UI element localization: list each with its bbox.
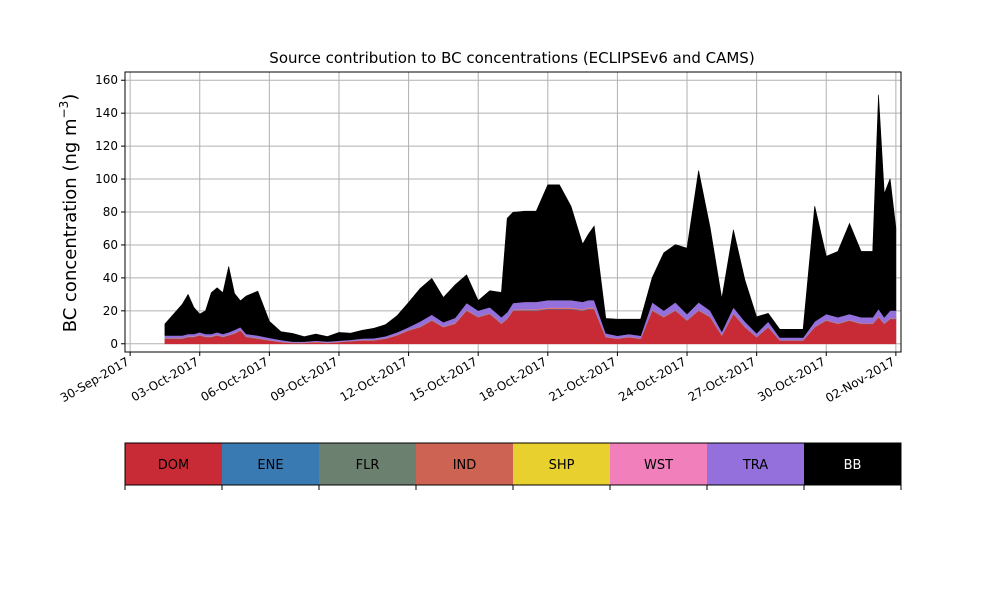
x-axis: 30-Sep-201703-Oct-201706-Oct-201709-Oct-… <box>58 352 897 405</box>
legend-label-ene: ENE <box>257 458 283 473</box>
y-tick-label: 120 <box>95 139 118 153</box>
y-axis-label-exponent: −3 <box>57 101 71 119</box>
x-tick-label: 18-Oct-2017 <box>477 354 549 404</box>
x-tick-label: 15-Oct-2017 <box>407 354 479 404</box>
y-tick-label: 20 <box>103 304 118 318</box>
legend-label-tra: TRA <box>742 458 768 473</box>
x-tick-label: 12-Oct-2017 <box>338 354 410 404</box>
legend-label-dom: DOM <box>158 458 189 473</box>
legend-swatch-wst <box>610 443 707 485</box>
legend-swatch-flr <box>319 443 416 485</box>
legend-swatch-ind <box>416 443 513 485</box>
chart-title: Source contribution to BC concentrations… <box>269 49 754 67</box>
y-axis-label: BC concentration (ng m−3) <box>57 94 81 333</box>
legend-swatch-bb <box>804 443 901 485</box>
y-axis-label-suffix: ) <box>60 94 81 101</box>
y-tick-label: 100 <box>95 172 118 186</box>
x-tick-label: 30-Oct-2017 <box>755 354 827 404</box>
x-tick-label: 27-Oct-2017 <box>686 354 758 404</box>
legend-label-shp: SHP <box>549 458 575 473</box>
x-tick-label: 24-Oct-2017 <box>616 354 688 404</box>
y-axis-label-main: BC concentration (ng m <box>60 118 81 332</box>
x-tick-label: 03-Oct-2017 <box>129 354 201 404</box>
y-axis: 0 20 40 60 80 100 120 140 160 <box>95 73 125 351</box>
y-tick-label: 140 <box>95 106 118 120</box>
legend-label-ind: IND <box>453 458 477 473</box>
legend-label-wst: WST <box>644 458 673 473</box>
y-tick-label: 80 <box>103 205 118 219</box>
x-tick-label: 02-Nov-2017 <box>823 354 897 405</box>
x-tick-label: 09-Oct-2017 <box>268 354 340 404</box>
legend-swatch-ene <box>222 443 319 485</box>
legend-swatch-shp <box>513 443 610 485</box>
area-bb <box>164 94 897 342</box>
legend-label-bb: BB <box>844 458 862 473</box>
legend-colorbar: DOM ENE FLR IND SHP WST TRA BB <box>124 442 902 490</box>
x-tick-label: 30-Sep-2017 <box>58 354 132 405</box>
x-tick-label: 06-Oct-2017 <box>198 354 270 404</box>
plot-area <box>124 71 902 353</box>
legend-swatch-tra <box>707 443 804 485</box>
x-tick-label: 21-Oct-2017 <box>546 354 618 404</box>
legend-label-flr: FLR <box>356 458 380 473</box>
stacked-areas <box>164 94 897 345</box>
y-tick-label: 160 <box>95 73 118 87</box>
y-tick-label: 0 <box>110 337 118 351</box>
legend-swatch-dom <box>125 443 222 485</box>
y-tick-label: 40 <box>103 271 118 285</box>
y-tick-label: 60 <box>103 238 118 252</box>
